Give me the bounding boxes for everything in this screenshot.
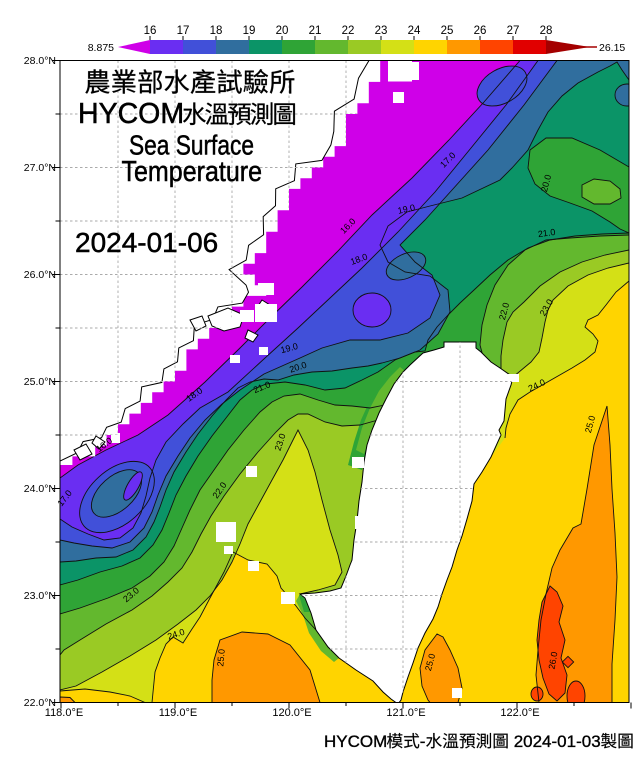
svg-text:120.0°E: 120.0°E xyxy=(272,707,311,719)
svg-text:25.0: 25.0 xyxy=(583,414,597,434)
svg-text:25.0: 25.0 xyxy=(215,649,226,667)
svg-text:26.0: 26.0 xyxy=(547,651,560,670)
svg-text:19: 19 xyxy=(243,25,256,37)
svg-text:23.0°N: 23.0°N xyxy=(24,590,56,602)
svg-text:Sea Surface: Sea Surface xyxy=(129,130,254,161)
svg-text:25: 25 xyxy=(441,25,454,37)
svg-text:2024-01-06: 2024-01-06 xyxy=(75,227,218,258)
svg-text:27.0°N: 27.0°N xyxy=(24,162,56,174)
svg-text:26.15: 26.15 xyxy=(599,42,625,54)
svg-text:26: 26 xyxy=(474,25,487,37)
svg-text:20: 20 xyxy=(276,25,289,37)
svg-text:24: 24 xyxy=(408,25,421,37)
svg-text:19.0: 19.0 xyxy=(279,341,299,355)
svg-text:119.0°E: 119.0°E xyxy=(159,707,197,719)
svg-text:2024-01-03: 2024-01-03 xyxy=(514,732,601,751)
svg-text:21.0: 21.0 xyxy=(537,227,556,239)
svg-text:21: 21 xyxy=(309,25,322,37)
svg-text:122.0°E: 122.0°E xyxy=(500,707,539,719)
svg-text:19.0: 19.0 xyxy=(397,202,416,215)
svg-text:25.0°N: 25.0°N xyxy=(24,376,56,388)
svg-text:16: 16 xyxy=(144,25,157,37)
svg-text:118.0°E: 118.0°E xyxy=(45,707,83,719)
svg-text:Temperature: Temperature xyxy=(122,156,263,188)
svg-text:22: 22 xyxy=(342,25,355,37)
svg-text:27: 27 xyxy=(507,25,520,37)
svg-text:-: - xyxy=(420,732,426,751)
svg-text:HYCOM: HYCOM xyxy=(78,98,184,130)
svg-text:23: 23 xyxy=(375,25,388,37)
svg-text:25.0: 25.0 xyxy=(423,652,437,672)
svg-text:28.0°N: 28.0°N xyxy=(24,55,56,67)
svg-text:17: 17 xyxy=(177,25,190,37)
svg-text:22.0°N: 22.0°N xyxy=(24,697,56,709)
svg-text:24.0°N: 24.0°N xyxy=(24,483,56,495)
svg-text:8.875: 8.875 xyxy=(88,42,114,54)
svg-text:26.0°N: 26.0°N xyxy=(24,269,56,281)
svg-text:20.0: 20.0 xyxy=(539,173,553,193)
svg-text:28: 28 xyxy=(540,25,553,37)
svg-text:18: 18 xyxy=(210,25,223,37)
svg-text:121.0°E: 121.0°E xyxy=(386,707,425,719)
svg-text:22.0: 22.0 xyxy=(497,301,511,321)
svg-text:HYCOM: HYCOM xyxy=(324,732,387,751)
